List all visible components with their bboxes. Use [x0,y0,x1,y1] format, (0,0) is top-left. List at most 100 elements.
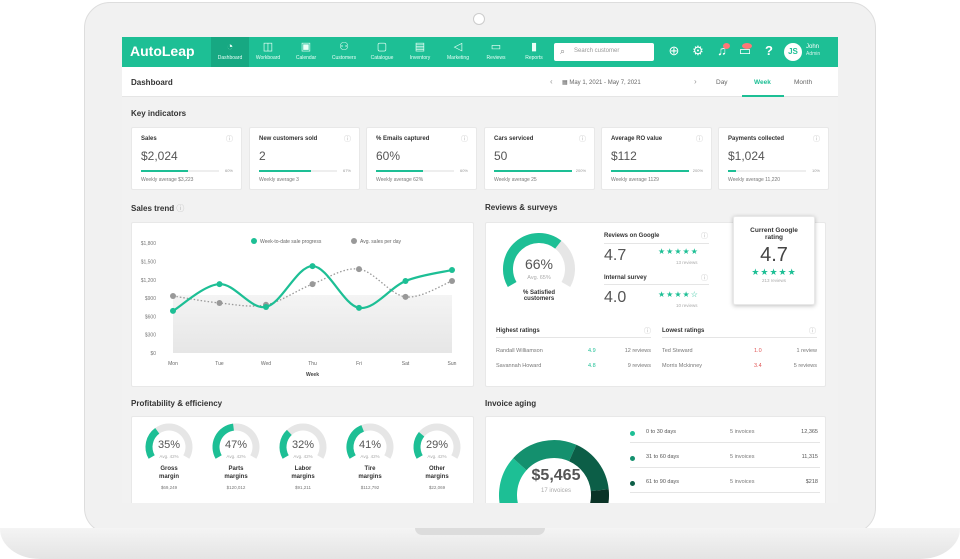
nav-catalogue[interactable]: ▢ Catalogue [363,37,401,67]
calendar-icon: ▦ [562,80,570,86]
kpi-weekly-average: Weekly average 3 [259,177,299,183]
info-icon[interactable]: ⓘ [701,233,708,240]
data-point [170,292,176,299]
next-date-button[interactable]: › [694,77,697,86]
avatar[interactable]: JS [784,43,802,61]
nav-customers[interactable]: ⚇ Customers [325,37,363,67]
sales-trend-title: Sales trend ⓘ [131,203,184,214]
date-range-picker[interactable]: ▦ May 1, 2021 - May 7, 2021 [562,79,641,86]
kpi-weekly-average: Weekly average 11,220 [728,177,781,183]
kpi-weekly-average: Weekly average 1129 [611,177,659,183]
notification-badge [723,43,730,49]
nav-label: Marketing [447,55,469,61]
camera [473,13,485,25]
highest-ratings-title: Highest ratings [496,328,540,334]
kpi-percent: 10% [811,168,820,173]
invoice-aging-title: Invoice aging [485,399,537,408]
add-icon[interactable]: ⊕ [668,43,680,58]
nav-dashboard[interactable]: ◔ Dashboard [211,37,249,67]
kpi-title: New customers sold [259,136,318,142]
tab-day[interactable]: Day [716,79,728,86]
legend-dot [630,456,635,461]
data-point [216,281,223,288]
tab-week[interactable]: Week [754,79,771,86]
margin-gauge-item[interactable]: 35% Avg. 42% Gross margin $69,249 [138,423,200,503]
top-nav-bar: AutoLeap ◔ Dashboard ◫ Workboard ▣ Calendar ⚇ C… [122,37,838,67]
data-point [309,281,316,288]
nav-calendar[interactable]: ▣ Calendar [287,37,325,67]
info-icon[interactable]: ⓘ [809,328,816,335]
nav-marketing[interactable]: ◁ Marketing [439,37,477,67]
nav-reviews[interactable]: ▭ Reviews [477,37,515,67]
rating-count: 1 review [796,348,817,354]
nav-label: Inventory [409,55,431,61]
info-icon[interactable]: ⓘ [701,275,708,282]
kpi-card[interactable]: Cars serviced ⓘ 50 200% Weekly average 2… [484,127,595,190]
current-google-rating-card: Current Google rating 4.7 ★★★★★ 213 revi… [733,216,815,305]
search-input[interactable]: ⌕ Search customer [554,43,654,61]
kpi-progress-bar [141,170,219,172]
satisfaction-gauge-fill [503,233,562,287]
kpi-card[interactable]: % Emails captured ⓘ 60% 60% Weekly avera… [366,127,477,190]
prev-date-button[interactable]: ‹ [550,77,553,86]
info-icon[interactable]: ⓘ [644,328,651,335]
aging-invoices: 5 invoices [730,454,755,460]
dashboard-icon: ◔ [226,41,234,53]
kpi-title: Average RO value [611,136,663,142]
rating-count: 5 reviews [793,363,817,369]
bell-icon[interactable]: ♫ [713,43,731,59]
chat-icon[interactable]: ▭ [738,43,752,58]
kpi-progress-bar [611,170,689,172]
margin-gauge [279,423,327,459]
info-icon[interactable]: ⓘ [579,136,586,143]
kpi-percent: 60% [459,168,468,173]
margin-gauge-item[interactable]: 29% Avg. 42% Other margins $22,069 [406,423,468,503]
info-icon[interactable]: ⓘ [813,136,820,143]
profitability-title: Profitability & efficiency [131,399,223,408]
margin-label: Gross margin [158,466,179,480]
info-icon[interactable]: ⓘ [344,136,351,143]
info-icon[interactable]: ⓘ [176,204,185,213]
kpi-card[interactable]: Sales ⓘ $2,024 60% Weekly average $3,223 [131,127,242,190]
info-icon[interactable]: ⓘ [461,136,468,143]
margin-gauge-item[interactable]: 41% Avg. 42% Tire margins $112,792 [339,423,401,503]
nav-label: Catalogue [370,55,394,61]
rating-name: Savannah Howard [496,363,542,369]
nav-workboard[interactable]: ◫ Workboard [249,37,287,67]
y-tick-label: $900 [145,296,156,302]
rating-score: 1.0 [754,348,762,354]
help-icon[interactable]: ? [765,43,773,58]
nav-inventory[interactable]: ▤ Inventory [401,37,439,67]
margin-avg: Avg. 42% [159,454,179,459]
margin-value: 29% [425,439,449,451]
x-tick-label: Sat [402,361,410,367]
invoice-segment [590,489,609,503]
rating-score: 3.4 [754,363,762,369]
margin-label: Parts margins [224,466,248,480]
margin-gauge-fill [145,427,160,459]
kpi-card[interactable]: Payments collected ⓘ $1,024 10% Weekly a… [718,127,829,190]
margin-gauge-item[interactable]: 47% Avg. 42% Parts margins $120,012 [205,423,267,503]
satisfaction-gauge [503,233,575,287]
legend-label: Avg. sales per day [360,239,402,245]
user-menu[interactable]: John Admin [806,44,820,58]
sales-trend-chart: $0 $300 $600 $900 $1,200 $1,500 $1,800 Mon Tue We… [141,238,457,378]
margin-gauge-item[interactable]: 32% Avg. 42% Labor margins $91,211 [272,423,334,503]
nav-reports[interactable]: ▮ Reports [515,37,553,67]
autoleap-logo[interactable]: AutoLeap [130,43,195,59]
sales-trend-card: $0 $300 $600 $900 $1,200 $1,500 $1,800 Mon Tue We… [131,222,474,387]
margin-gauge [212,423,260,459]
margin-avg: Avg. 42% [427,454,447,459]
tab-month[interactable]: Month [794,79,813,86]
info-icon[interactable]: ⓘ [226,136,233,143]
data-point [402,278,409,285]
kpi-card[interactable]: New customers sold ⓘ 2 67% Weekly averag… [249,127,360,190]
data-point [309,263,316,270]
aging-range: 31 to 60 days [646,454,680,460]
gear-icon[interactable]: ⚙ [692,43,704,58]
kpi-value: $112 [611,149,637,163]
kpi-progress-bar [494,170,572,172]
info-icon[interactable]: ⓘ [696,136,703,143]
current-rating-count: 213 reviews [761,278,786,283]
kpi-card[interactable]: Average RO value ⓘ $112 200% Weekly aver… [601,127,712,190]
